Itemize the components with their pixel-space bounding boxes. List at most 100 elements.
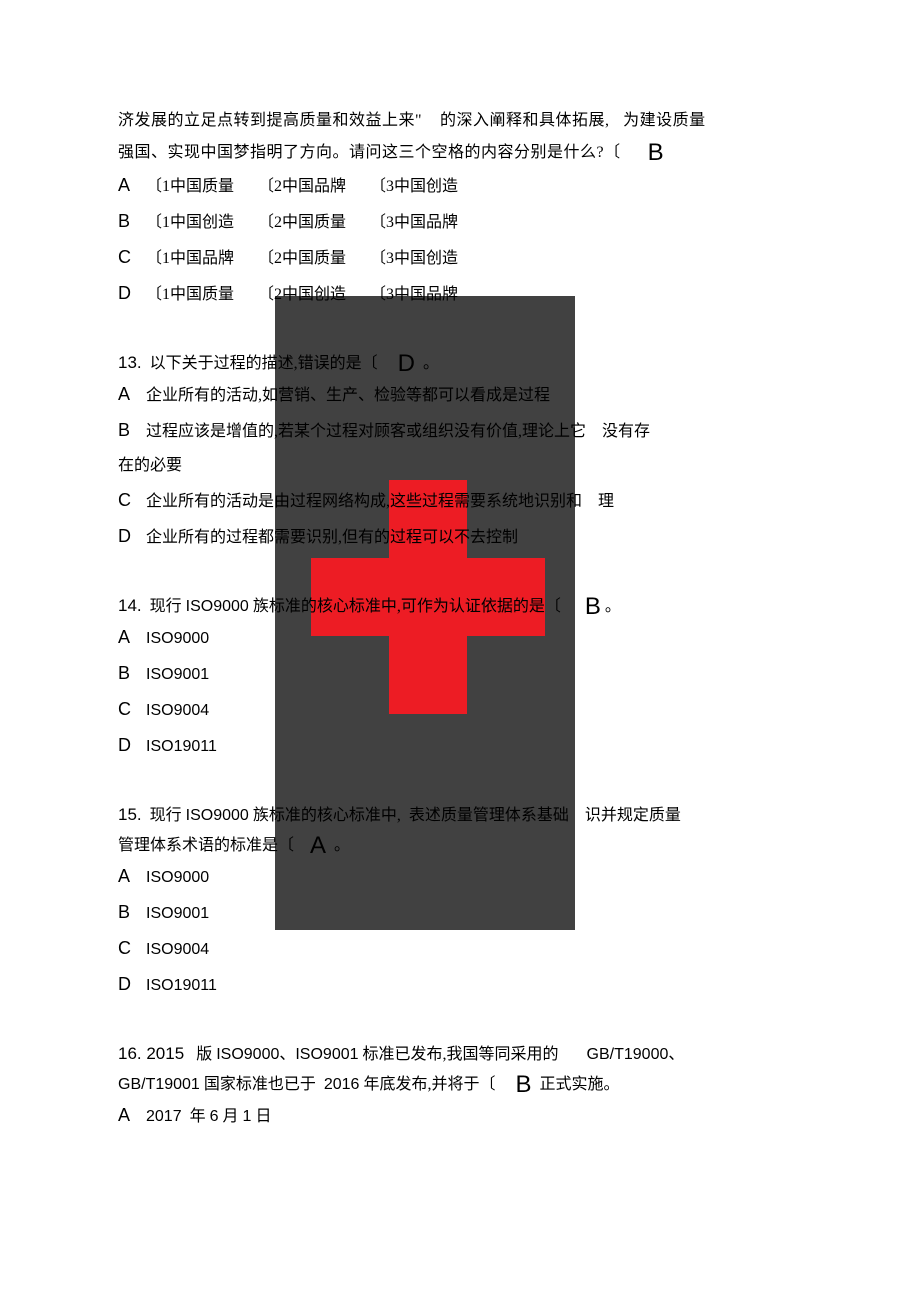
- option-letter: D: [118, 278, 142, 308]
- q16-A-d: 月: [223, 1108, 239, 1125]
- q14-num: 14.: [118, 596, 142, 615]
- option-letter: D: [118, 521, 142, 551]
- intro-D-p3: 〔3中国品牌: [370, 286, 458, 303]
- intro-option-A: A 〔1中国质量 〔2中国品牌 〔3中国创造: [118, 170, 808, 202]
- q16-option-A: A 2017 年 6 月 1 日: [118, 1100, 808, 1132]
- q13-stem: 13. 以下关于过程的描述,错误的是〔 D 。: [118, 348, 808, 379]
- option-letter: A: [118, 1100, 142, 1130]
- q13-stem-a: 以下关于过程的描述,错误的是〔: [150, 355, 378, 372]
- q14-option-A: A ISO9000: [118, 622, 808, 654]
- q15-option-D: D ISO19011: [118, 969, 808, 1001]
- q13-option-B-cont: 在的必要: [118, 451, 808, 481]
- intro-B-p1: 〔1中国创造: [146, 214, 234, 231]
- option-letter: A: [118, 170, 142, 200]
- q15-stem-c: 族标准的核心标准中,: [253, 807, 401, 824]
- q16-stem-c: 标准已发布,我国等同采用的: [363, 1046, 559, 1063]
- q14-stem-c: 族标准的核心标准中,可作为认证依据的是〔: [253, 598, 561, 615]
- q16-stem-d: GB/T19000、: [587, 1046, 685, 1063]
- q15-C-text: ISO9004: [146, 941, 209, 958]
- intro-line2-a: 强国、实现中国梦指明了方向。请问这三个空格的内容分别是什么?〔: [118, 144, 621, 161]
- option-letter: C: [118, 694, 142, 724]
- intro-option-B: B 〔1中国创造 〔2中国质量 〔3中国品牌: [118, 206, 808, 238]
- intro-B-p3: 〔3中国品牌: [370, 214, 458, 231]
- q14-C-text: ISO9004: [146, 702, 209, 719]
- intro-D-p2: 〔2中国创造: [258, 286, 346, 303]
- q16-stem-i: 正式实施。: [539, 1076, 619, 1093]
- intro-D-p1: 〔1中国质量: [146, 286, 234, 303]
- document-body: 济发展的立足点转到提高质量和效益上来" 的深入阐释和具体拓展, 为建设质量 强国…: [118, 106, 808, 1136]
- q14-A-text: ISO9000: [146, 630, 209, 647]
- q15-B-text: ISO9001: [146, 905, 209, 922]
- intro-option-C: C 〔1中国品牌 〔2中国质量 〔3中国创造: [118, 242, 808, 274]
- q14-stem-a: 现行: [150, 598, 182, 615]
- q13-B-text-c: 在的必要: [118, 457, 182, 474]
- q13-option-B: B 过程应该是增值的,若某个过程对顾客或组织没有价值,理论上它 没有存: [118, 415, 808, 447]
- q15-option-A: A ISO9000: [118, 861, 808, 893]
- option-letter: A: [118, 622, 142, 652]
- q14-stem-b: ISO9000: [186, 598, 249, 615]
- q16-stem-line2: GB/T19001 国家标准也已于 2016 年底发布,并将于〔 B 正式实施。: [118, 1070, 808, 1100]
- q14-B-text: ISO9001: [146, 666, 209, 683]
- q16-A-f: 日: [255, 1108, 271, 1125]
- q16-stem-h: 年底发布,并将于〔: [363, 1076, 495, 1093]
- q15-stem-g: 。: [334, 837, 350, 854]
- intro-option-D: D 〔1中国质量 〔2中国创造 〔3中国品牌: [118, 278, 808, 310]
- q15-num: 15.: [118, 805, 142, 824]
- q15-stem-line1: 15. 现行 ISO9000 族标准的核心标准中, 表述质量管理体系基础 识并规…: [118, 800, 808, 831]
- q13-C-text-b: 理: [598, 493, 614, 510]
- intro-A-p2: 〔2中国品牌: [258, 178, 346, 195]
- intro-C-p3: 〔3中国创造: [370, 250, 458, 267]
- q14-answer: B: [585, 593, 601, 620]
- q15-stem-f: 管理体系术语的标准是〔: [118, 837, 294, 854]
- q15-stem-line2: 管理体系术语的标准是〔 A 。: [118, 831, 808, 861]
- q16-A-a: 2017: [146, 1108, 182, 1125]
- option-letter: B: [118, 206, 142, 236]
- intro-answer: B: [648, 139, 665, 166]
- q13-B-text-a: 过程应该是增值的,若某个过程对顾客或组织没有价值,理论上它: [146, 423, 586, 440]
- q13-B-text-b: 没有存: [602, 423, 650, 440]
- q14-D-text: ISO19011: [146, 738, 217, 755]
- q16-A-c: 6: [210, 1108, 219, 1125]
- q16-stem-g: 2016: [324, 1076, 360, 1093]
- option-letter: B: [118, 658, 142, 688]
- option-letter: A: [118, 379, 142, 409]
- q16-stem-a: 版: [196, 1046, 212, 1063]
- q16-stem-f: 国家标准也已于: [204, 1076, 316, 1093]
- option-letter: A: [118, 861, 142, 891]
- option-letter: D: [118, 730, 142, 760]
- q15-option-B: B ISO9001: [118, 897, 808, 929]
- intro-A-p1: 〔1中国质量: [146, 178, 234, 195]
- q16-stem-line1: 16. 2015 版 ISO9000、ISO9001 标准已发布,我国等同采用的…: [118, 1039, 808, 1070]
- q13-option-D: D 企业所有的过程都需要识别,但有的过程可以不去控制: [118, 521, 808, 553]
- q15-D-text: ISO19011: [146, 977, 217, 994]
- q15-option-C: C ISO9004: [118, 933, 808, 965]
- intro-line1-c: 为建设质量: [623, 112, 706, 129]
- q15-stem-d: 表述质量管理体系基础: [409, 807, 569, 824]
- q15-stem-b: ISO9000: [186, 807, 249, 824]
- q13-A-text: 企业所有的活动,如营销、生产、检验等都可以看成是过程: [146, 387, 550, 404]
- option-letter: B: [118, 415, 142, 445]
- q13-answer: D: [398, 350, 415, 377]
- q14-stem: 14. 现行 ISO9000 族标准的核心标准中,可作为认证依据的是〔 B 。: [118, 591, 808, 622]
- intro-line1-b: 的深入阐释和具体拓展,: [440, 112, 610, 129]
- intro-C-p1: 〔1中国品牌: [146, 250, 234, 267]
- q13-option-C: C 企业所有的活动是由过程网络构成,这些过程需要系统地识别和 理: [118, 485, 808, 517]
- option-letter: C: [118, 485, 142, 515]
- q13-stem-b: 。: [423, 355, 439, 372]
- q15-A-text: ISO9000: [146, 869, 209, 886]
- q14-stem-d: 。: [605, 598, 621, 615]
- q16-A-e: 1: [243, 1108, 252, 1125]
- q15-answer: A: [310, 832, 326, 859]
- q15-stem-a: 现行: [150, 807, 182, 824]
- q16-num: 16. 2015: [118, 1044, 184, 1063]
- q14-option-C: C ISO9004: [118, 694, 808, 726]
- q13-C-text-a: 企业所有的活动是由过程网络构成,这些过程需要系统地识别和: [146, 493, 582, 510]
- q14-option-D: D ISO19011: [118, 730, 808, 762]
- option-letter: B: [118, 897, 142, 927]
- q13-D-text: 企业所有的过程都需要识别,但有的过程可以不去控制: [146, 529, 518, 546]
- intro-B-p2: 〔2中国质量: [258, 214, 346, 231]
- q16-answer: B: [515, 1071, 531, 1098]
- option-letter: D: [118, 969, 142, 999]
- q16-stem-b: ISO9000、ISO9001: [216, 1046, 358, 1063]
- intro-line1: 济发展的立足点转到提高质量和效益上来" 的深入阐释和具体拓展, 为建设质量: [118, 106, 808, 136]
